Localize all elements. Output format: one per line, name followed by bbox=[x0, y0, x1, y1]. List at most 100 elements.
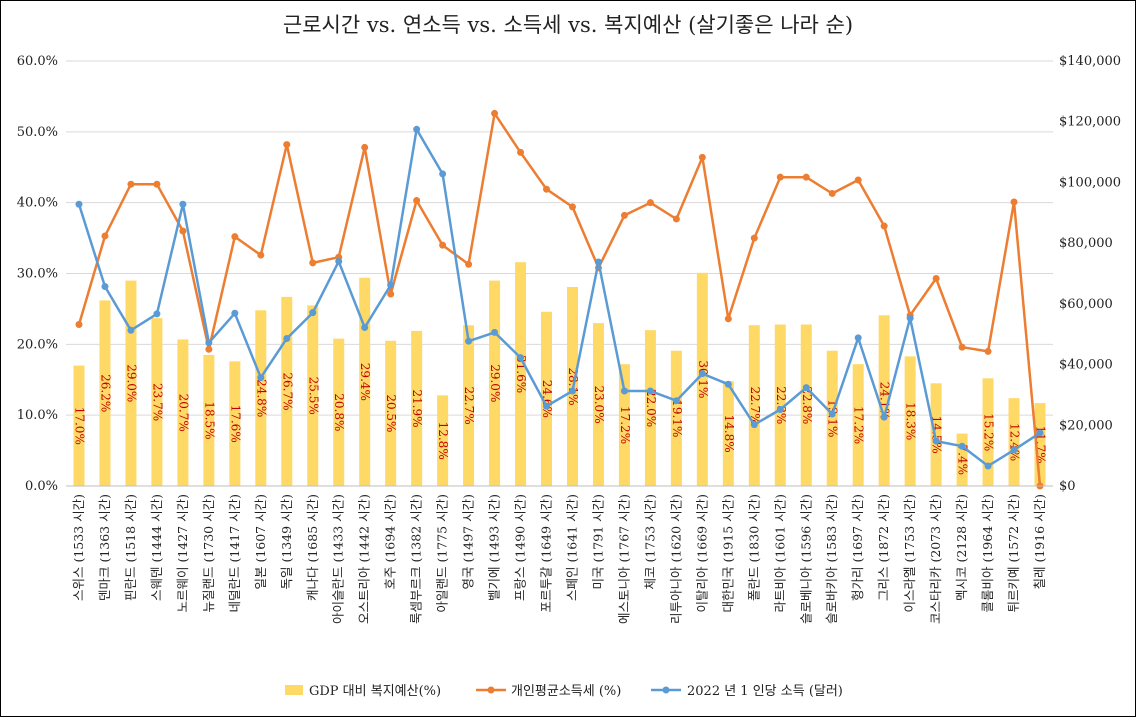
bar-data-label: 17.2% bbox=[618, 406, 632, 444]
line-point bbox=[1036, 429, 1044, 437]
bar bbox=[203, 354, 215, 486]
bar-data-label: 17.6% bbox=[228, 405, 242, 443]
bar-data-label: 12.4% bbox=[1008, 423, 1022, 461]
y-right-tick-label: $100,000 bbox=[1059, 175, 1121, 190]
line-point bbox=[543, 402, 551, 410]
y-right-tick-label: $0 bbox=[1059, 479, 1076, 494]
y-left-tick-label: 30.0% bbox=[17, 267, 58, 282]
line-point bbox=[231, 309, 239, 317]
line-point bbox=[568, 203, 576, 211]
line-point bbox=[413, 197, 421, 205]
line-point bbox=[958, 343, 966, 351]
bar bbox=[489, 280, 501, 486]
bar-data-label: 17.2% bbox=[852, 406, 866, 444]
x-tick-label: 스페인 (1641 시간) bbox=[564, 494, 579, 601]
bar-data-label: 19.1% bbox=[826, 399, 840, 437]
legend-swatch-marker bbox=[487, 686, 495, 694]
line-point bbox=[517, 354, 525, 362]
x-tick-label: 아일랜드 (1775 시간) bbox=[435, 494, 450, 613]
line-point bbox=[984, 347, 992, 355]
bar-data-label: 22.0% bbox=[644, 389, 658, 427]
line-point bbox=[646, 199, 654, 207]
line-point bbox=[127, 326, 135, 334]
bar-data-label: 22.8% bbox=[800, 386, 814, 424]
line-point bbox=[958, 442, 966, 450]
bar bbox=[125, 280, 137, 486]
bar bbox=[592, 323, 604, 486]
bar-data-label: 21.9% bbox=[410, 389, 424, 427]
x-tick-label: 스웨덴 (1444 시간) bbox=[149, 494, 164, 601]
x-tick-label: 슬로베니아 (1596 시간) bbox=[798, 494, 813, 624]
bar-data-label: 22.7% bbox=[462, 387, 476, 425]
line-point bbox=[776, 173, 784, 181]
line-point bbox=[828, 410, 836, 418]
line-point bbox=[543, 185, 551, 193]
line-point bbox=[906, 314, 914, 322]
y-left-tick-label: 20.0% bbox=[17, 337, 58, 352]
x-tick-label: 영국 (1497 시간) bbox=[461, 494, 476, 590]
bar-data-labels: 17.0% 26.2% 29.0% 23.7% 20.7% 18.5% 17.6% 24.8%… bbox=[72, 355, 1047, 475]
line-point bbox=[802, 173, 810, 181]
line-point bbox=[309, 259, 317, 267]
x-tick-label: 에스토니아 (1767 시간) bbox=[616, 494, 631, 624]
bar bbox=[1008, 398, 1020, 486]
x-tick-label: 슬로바키아 (1583 시간) bbox=[824, 494, 839, 624]
line-point bbox=[101, 283, 109, 291]
x-tick-label: 핀란드 (1518 시간) bbox=[123, 494, 138, 601]
line-point bbox=[465, 337, 473, 345]
line-point bbox=[698, 370, 706, 378]
line-point bbox=[231, 233, 239, 241]
y-left-tick-label: 40.0% bbox=[17, 196, 58, 211]
bar bbox=[878, 315, 890, 486]
line-point bbox=[984, 462, 992, 470]
line-point bbox=[776, 406, 784, 413]
line-point bbox=[465, 260, 473, 268]
bar-data-label: 22.8% bbox=[774, 386, 788, 424]
bar bbox=[670, 350, 682, 486]
y-left-tick-label: 0.0% bbox=[25, 479, 58, 494]
bar-data-label: 18.5% bbox=[202, 401, 216, 439]
bar-data-label: 20.7% bbox=[176, 394, 190, 432]
x-tick-label: 라트비아 (1601 시간) bbox=[772, 494, 787, 613]
bar bbox=[826, 350, 838, 486]
x-tick-label: 프랑스 (1490 시간) bbox=[513, 494, 528, 601]
x-tick-label: 노르웨이 (1427 시간) bbox=[175, 494, 190, 613]
bar bbox=[437, 395, 449, 486]
bar-data-label: 29.4% bbox=[358, 363, 372, 401]
line-point bbox=[932, 437, 940, 445]
y-left-tick-label: 60.0% bbox=[17, 54, 58, 69]
x-tick-label: 그리스 (1872 시간) bbox=[876, 494, 891, 601]
line-point bbox=[335, 257, 343, 265]
bar-data-label: 23.0% bbox=[592, 385, 606, 423]
y-right-tick-label: $20,000 bbox=[1059, 418, 1113, 433]
x-tick-label: 이스라엘 (1753 시간) bbox=[902, 494, 917, 613]
line-point bbox=[491, 328, 499, 336]
bar bbox=[904, 356, 916, 486]
line-point bbox=[880, 413, 888, 421]
bar bbox=[307, 305, 319, 486]
line-path bbox=[77, 112, 1042, 487]
line-point bbox=[750, 421, 758, 429]
y-right-tick-label: $40,000 bbox=[1059, 358, 1113, 373]
bar bbox=[930, 383, 942, 486]
line-point bbox=[698, 153, 706, 161]
legend-label: 2022 년 1 인당 소득 (달러) bbox=[687, 684, 843, 699]
line-point bbox=[854, 334, 862, 342]
line-point bbox=[439, 170, 447, 178]
line-point bbox=[257, 251, 265, 259]
bar bbox=[463, 325, 475, 486]
bar bbox=[618, 364, 630, 486]
bar bbox=[722, 381, 734, 486]
line-point bbox=[828, 189, 836, 197]
line-point bbox=[179, 200, 187, 208]
line-point bbox=[75, 200, 83, 208]
axes: 0.0% 10.0% 20.0% 30.0% 40.0% 50.0% 60.0% $0 $20,… bbox=[17, 54, 1121, 624]
line-point bbox=[491, 109, 499, 117]
bar-data-label: 24.6% bbox=[540, 380, 554, 418]
x-tick-label: 칠레 (1916 시간) bbox=[1032, 494, 1047, 590]
bar-data-label: 12.8% bbox=[436, 422, 450, 460]
bar bbox=[229, 361, 241, 486]
line-point bbox=[932, 274, 940, 282]
